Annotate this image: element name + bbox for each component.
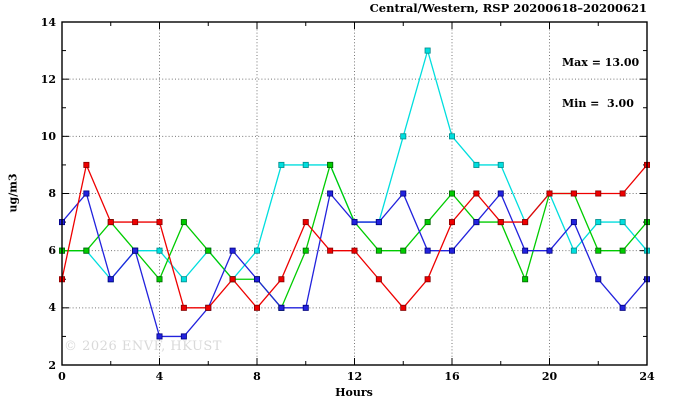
y-tick-label: 12 bbox=[40, 72, 56, 86]
legend: Max = 13.00 Min = 3.00 bbox=[562, 29, 639, 137]
x-tick-label: 0 bbox=[58, 370, 66, 383]
y-axis-label: ug/m3 bbox=[6, 173, 20, 213]
x-tick-label: 12 bbox=[346, 370, 363, 383]
x-axis-label: Hours bbox=[335, 386, 373, 399]
y-tick-label: 4 bbox=[48, 301, 56, 315]
legend-min-value: Min = 3.00 bbox=[562, 96, 634, 110]
x-tick-label: 4 bbox=[155, 370, 164, 383]
y-tick-label: 14 bbox=[40, 15, 56, 29]
watermark: © 2026 ENVF, HKUST bbox=[64, 339, 222, 354]
y-tick-label: 2 bbox=[48, 358, 56, 372]
x-tick-label: 8 bbox=[253, 370, 261, 383]
x-tick-label: 16 bbox=[444, 370, 460, 383]
chart-title: Central/Western, RSP 20200618–20200621 bbox=[369, 1, 647, 15]
y-tick-label: 8 bbox=[48, 187, 56, 200]
legend-max-value: Max = 13.00 bbox=[562, 56, 640, 69]
y-tick-label: 10 bbox=[40, 129, 56, 143]
x-tick-label: 24 bbox=[639, 370, 655, 383]
y-tick-label: 6 bbox=[48, 244, 56, 258]
x-tick-label: 20 bbox=[541, 370, 558, 383]
